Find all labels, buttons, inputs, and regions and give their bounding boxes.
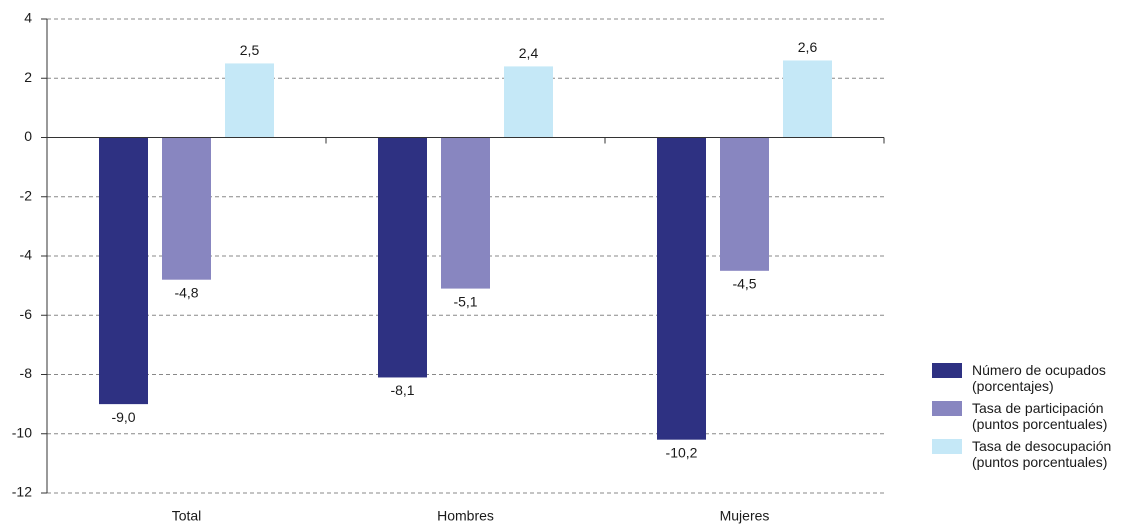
value-label: -5,1 <box>453 293 477 309</box>
bar <box>99 137 148 405</box>
y-tick-label: -4 <box>20 247 33 263</box>
bar <box>378 137 427 378</box>
x-tick-label: Total <box>172 508 202 524</box>
y-tick-label: -2 <box>20 187 33 203</box>
legend-swatch <box>932 363 962 378</box>
bar <box>225 63 274 138</box>
bar <box>441 137 490 289</box>
y-tick-label: -6 <box>20 306 33 322</box>
bar <box>162 137 211 280</box>
y-tick-label: -12 <box>12 484 32 500</box>
bar <box>657 137 706 440</box>
legend-item: Número de ocupados (porcentajes) <box>932 362 1111 394</box>
legend-swatch <box>932 401 962 416</box>
value-label: -4,5 <box>732 276 756 292</box>
x-tick-label: Hombres <box>437 508 494 524</box>
y-tick-label: 4 <box>24 10 32 26</box>
value-label: -8,1 <box>390 382 414 398</box>
value-label: -10,2 <box>666 444 698 460</box>
y-tick-label: -10 <box>12 424 32 440</box>
value-label: 2,4 <box>519 45 539 61</box>
bar <box>720 137 769 271</box>
legend: Número de ocupados (porcentajes) Tasa de … <box>932 362 1111 476</box>
legend-label: Tasa de participación (puntos porcentual… <box>972 400 1108 432</box>
x-tick-label: Mujeres <box>720 508 770 524</box>
value-label: 2,5 <box>240 42 260 58</box>
y-tick-label: 0 <box>24 128 32 144</box>
value-label: -4,8 <box>174 284 198 300</box>
legend-label: Número de ocupados (porcentajes) <box>972 362 1106 394</box>
legend-label: Tasa de desocupación (puntos porcentuale… <box>972 438 1112 470</box>
y-tick-label: 2 <box>24 69 32 85</box>
value-label: 2,6 <box>798 39 818 55</box>
legend-item: Tasa de desocupación (puntos porcentuale… <box>932 438 1111 470</box>
bar <box>783 60 832 138</box>
legend-item: Tasa de participación (puntos porcentual… <box>932 400 1111 432</box>
value-label: -9,0 <box>111 409 135 425</box>
y-tick-label: -8 <box>20 365 33 381</box>
legend-swatch <box>932 439 962 454</box>
bar <box>504 66 553 138</box>
